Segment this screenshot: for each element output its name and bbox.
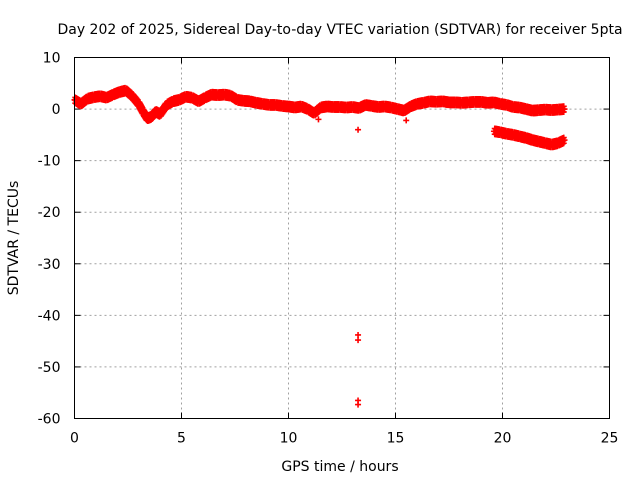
- x-tick-label: 15: [387, 431, 405, 447]
- plot-frame: [74, 57, 610, 419]
- y-tick-label: -40: [38, 308, 61, 324]
- x-axis-label: GPS time / hours: [281, 459, 398, 475]
- y-tick-label: -50: [38, 360, 61, 376]
- data-point: [355, 337, 362, 344]
- data-point: [355, 401, 362, 408]
- x-tick-label: 5: [177, 431, 186, 447]
- y-tick-label: -20: [38, 205, 61, 221]
- x-tick-label: 10: [280, 431, 298, 447]
- data-point: [561, 106, 568, 113]
- data-point: [315, 116, 322, 123]
- y-axis-label: SDTVAR / TECUs: [6, 181, 22, 296]
- y-tick-labels: 10 0 -10 -20 -30 -40 -50 -60: [38, 51, 61, 428]
- data-points: [71, 84, 568, 408]
- x-tick-labels: 0 5 10 15 20 25: [70, 431, 618, 447]
- x-tick-label: 0: [70, 431, 79, 447]
- x-tick-label: 20: [494, 431, 512, 447]
- y-tick-label: -10: [38, 154, 61, 170]
- y-tick-label: -30: [38, 257, 61, 273]
- data-point: [403, 117, 410, 124]
- y-tick-label: -60: [38, 412, 61, 428]
- data-point: [561, 137, 568, 144]
- y-tick-label: 0: [52, 102, 61, 118]
- y-tick-label: 10: [43, 51, 61, 67]
- chart-title: Day 202 of 2025, Sidereal Day-to-day VTE…: [57, 22, 622, 38]
- x-tick-label: 25: [601, 431, 619, 447]
- data-point: [355, 331, 362, 338]
- data-point: [355, 126, 362, 133]
